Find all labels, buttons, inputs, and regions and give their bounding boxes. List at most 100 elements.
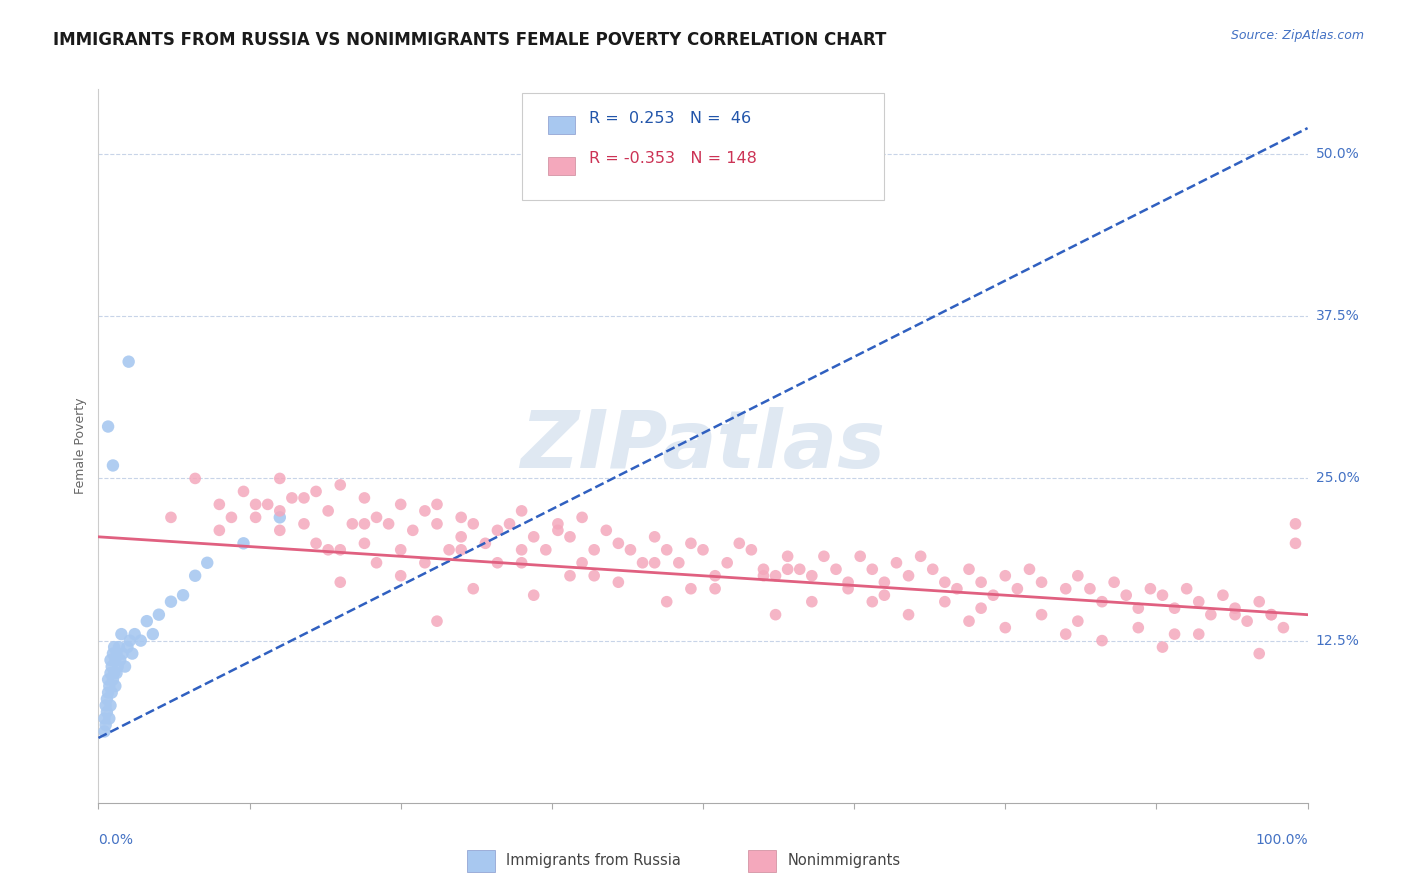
Point (510, 556, 533, 570)
Text: R = -0.353   N = 148: R = -0.353 N = 148 (589, 151, 758, 166)
Point (631, 556, 654, 570)
Point (329, 575, 352, 590)
Point (353, 491, 375, 505)
Point (184, 471, 207, 485)
Point (426, 497, 449, 511)
Point (752, 568, 775, 582)
Point (1091, 633, 1114, 648)
Point (1139, 582, 1161, 596)
Point (316, 504, 339, 518)
Point (510, 504, 533, 518)
Bar (548, 157, 575, 175)
Point (1152, 640, 1174, 654)
Point (571, 556, 593, 570)
Point (1031, 575, 1053, 590)
Point (463, 516, 485, 531)
Point (232, 536, 254, 550)
Point (269, 510, 291, 524)
Point (135, 614, 157, 628)
Text: 100.0%: 100.0% (1256, 833, 1308, 847)
Point (100, 698, 122, 713)
Point (366, 510, 388, 524)
Point (353, 536, 375, 550)
Point (957, 614, 980, 628)
Point (100, 653, 122, 667)
Point (104, 653, 127, 667)
Point (837, 575, 859, 590)
Point (1223, 607, 1246, 622)
Point (208, 497, 231, 511)
Point (1128, 601, 1150, 615)
Point (184, 568, 207, 582)
Point (94, 698, 117, 713)
Point (474, 536, 496, 550)
Point (547, 516, 569, 531)
Point (245, 510, 267, 524)
Point (105, 647, 128, 661)
Text: R =  0.253   N =  46: R = 0.253 N = 46 (589, 111, 751, 126)
Point (256, 497, 278, 511)
Point (716, 556, 738, 570)
Point (1223, 601, 1246, 615)
Point (402, 524, 425, 538)
Point (644, 530, 666, 544)
Point (800, 568, 823, 582)
Point (873, 588, 896, 602)
Point (886, 556, 908, 570)
Point (957, 562, 980, 576)
Point (114, 659, 136, 673)
Point (450, 510, 472, 524)
Point (897, 607, 920, 622)
Point (107, 659, 129, 673)
Point (860, 595, 883, 609)
Point (103, 666, 125, 681)
Point (329, 478, 352, 492)
Text: 0.0%: 0.0% (98, 833, 134, 847)
Point (101, 458, 124, 473)
Point (571, 510, 593, 524)
Point (450, 542, 472, 557)
Point (96, 705, 118, 719)
Point (679, 536, 702, 550)
Point (679, 582, 702, 596)
Point (1054, 627, 1077, 641)
Text: ZIPatlas: ZIPatlas (520, 407, 886, 485)
Text: Immigrants from Russia: Immigrants from Russia (506, 854, 681, 868)
Point (789, 562, 811, 576)
Point (366, 556, 388, 570)
Point (523, 588, 546, 602)
Point (160, 595, 183, 609)
Bar (467, 849, 495, 872)
Point (1188, 627, 1211, 641)
Point (1091, 595, 1114, 609)
Point (921, 562, 943, 576)
Point (1115, 588, 1137, 602)
Point (118, 354, 141, 368)
Point (232, 484, 254, 499)
Point (93, 711, 115, 725)
Point (148, 607, 170, 622)
FancyBboxPatch shape (522, 93, 884, 200)
Point (129, 633, 152, 648)
Point (558, 530, 581, 544)
Point (1163, 601, 1185, 615)
Point (1018, 562, 1040, 576)
Point (728, 536, 751, 550)
Point (97, 419, 120, 434)
Point (100, 659, 122, 673)
Point (800, 595, 823, 609)
Point (105, 666, 128, 681)
Point (108, 640, 131, 654)
Point (547, 524, 569, 538)
Point (103, 640, 125, 654)
Point (292, 491, 315, 505)
Point (1188, 595, 1211, 609)
Point (860, 562, 883, 576)
Text: 37.5%: 37.5% (1316, 310, 1360, 323)
Point (934, 575, 956, 590)
Point (765, 607, 787, 622)
Point (195, 556, 218, 570)
Point (873, 575, 896, 590)
Point (97, 673, 120, 687)
Point (94, 718, 117, 732)
